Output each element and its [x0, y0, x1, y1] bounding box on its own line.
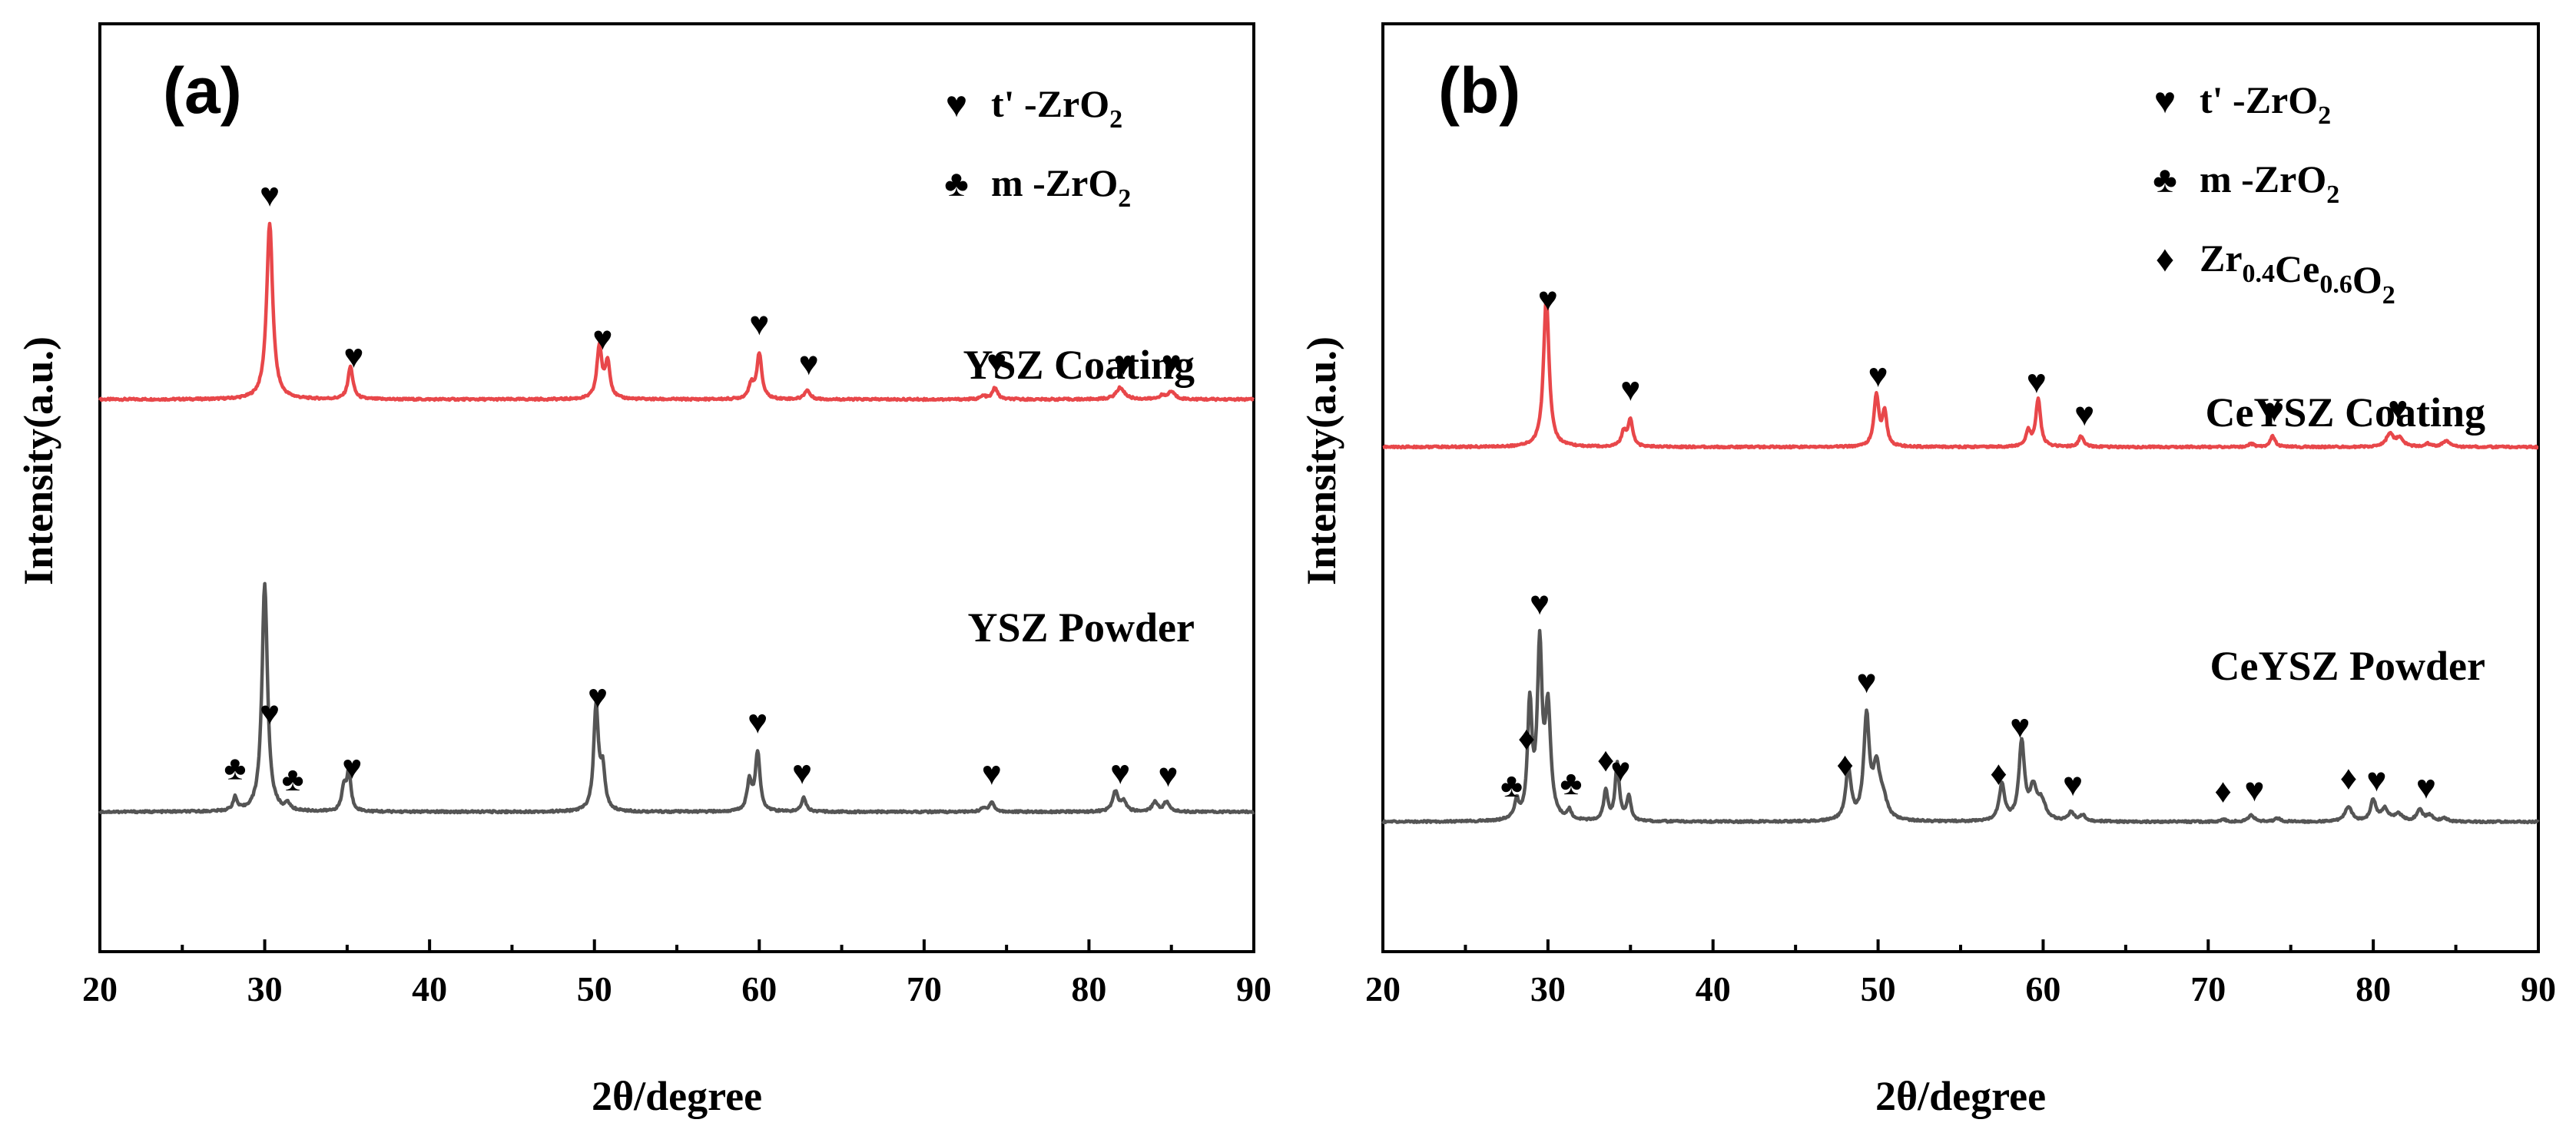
legend-text-part: t' -ZrO [2200, 78, 2318, 121]
x-tick-label: 60 [741, 969, 777, 1008]
x-tick-label: 30 [1530, 969, 1566, 1008]
legend-marker: ♣ [2153, 160, 2177, 200]
peak-marker: ♦ [2214, 773, 2231, 810]
peak-marker: ♦ [1597, 741, 1614, 779]
peak-marker: ♦ [1990, 754, 2007, 792]
legend-label: m -ZrO2 [2200, 157, 2339, 209]
series-line [98, 221, 1255, 402]
legend-subscript: 0.4 [2243, 260, 2276, 288]
peak-marker: ♥ [592, 320, 612, 357]
peak-marker: ♥ [1162, 344, 1182, 382]
x-tick-label: 50 [577, 969, 612, 1008]
peak-marker: ♥ [1110, 754, 1130, 792]
peak-marker: ♥ [2264, 392, 2284, 429]
peak-marker: ♥ [1113, 344, 1133, 382]
legend-label: t' -ZrO2 [2200, 78, 2331, 130]
panel-label: (a) [163, 55, 242, 127]
peak-marker: ♦ [1518, 720, 1535, 757]
panel-b-chart: 20 30 40 50 60 70 80 90 2θ/degree Intensity(a.u.)… [1298, 22, 2556, 1119]
peak-marker: ♥ [343, 338, 363, 376]
peak-marker: ♥ [1856, 663, 1876, 700]
series-line [1381, 296, 2540, 450]
peak-marker: ♥ [2244, 771, 2264, 809]
series-label: CeYSZ Powder [2210, 643, 2485, 689]
x-tick-label: 80 [1071, 969, 1106, 1008]
peak-marker: ♥ [260, 176, 280, 214]
peak-marker: ♥ [749, 305, 769, 343]
peak-marker: ♥ [1530, 585, 1550, 622]
peak-marker: ♥ [2010, 707, 2030, 745]
x-tick-label: 70 [907, 969, 942, 1008]
peak-marker: ♣ [282, 760, 304, 798]
y-axis-title: Intensity(a.u.) [15, 336, 61, 585]
legend-text-part: m -ZrO [991, 161, 1118, 204]
peak-marker: ♥ [2366, 761, 2386, 799]
panel-label: (b) [1438, 55, 1520, 127]
peak-marker: ♦ [1836, 746, 1853, 783]
peak-marker: ♥ [1620, 370, 1640, 408]
legend-marker: ♦ [2156, 239, 2175, 280]
x-tick-label: 70 [2190, 969, 2226, 1008]
peak-marker: ♣ [1560, 764, 1582, 802]
peak-marker: ♥ [799, 345, 819, 383]
legend-text-part: Zr [2200, 237, 2243, 280]
plot-frame [1381, 22, 2540, 953]
peak-marker: ♥ [1538, 280, 1558, 318]
legend-label: m -ZrO2 [991, 161, 1131, 213]
peak-marker: ♣ [1500, 767, 1523, 804]
x-tick-label: 50 [1861, 969, 1896, 1008]
series-line [98, 581, 1255, 815]
legend-subscript: 2 [1109, 105, 1122, 134]
peak-marker: ♥ [2416, 768, 2436, 806]
peak-marker: ♦ [2340, 760, 2357, 797]
x-tick-label: 60 [2025, 969, 2060, 1008]
series-label: YSZ Powder [968, 604, 1195, 651]
peak-marker: ♥ [2074, 396, 2094, 433]
x-tick-label: 30 [247, 969, 283, 1008]
peak-marker: ♥ [986, 343, 1006, 381]
x-tick-label: 40 [412, 969, 447, 1008]
peak-marker: ♥ [792, 754, 812, 792]
legend-marker: ♥ [946, 84, 968, 125]
legend-subscript: 0.6 [2319, 270, 2352, 299]
legend-text-part: t' -ZrO [991, 82, 1109, 125]
x-tick-label: 80 [2356, 969, 2391, 1008]
x-tick-label: 20 [82, 969, 118, 1008]
peak-marker: ♥ [588, 677, 608, 715]
legend-marker: ♥ [2154, 81, 2177, 121]
peak-marker: ♥ [2388, 389, 2408, 427]
x-axis-title: 2θ/degree [592, 1073, 762, 1119]
legend-subscript: 2 [2326, 181, 2339, 209]
legend-text-part: Ce [2275, 247, 2319, 290]
legend-text-part: m -ZrO [2200, 157, 2326, 200]
x-tick-label: 90 [2521, 969, 2556, 1008]
series-label: YSZ Coating [963, 342, 1195, 388]
peak-marker: ♥ [1868, 356, 1888, 394]
legend-marker: ♣ [944, 164, 969, 204]
x-tick-label: 20 [1365, 969, 1401, 1008]
legend-label: Zr0.4Ce0.6O2 [2200, 237, 2395, 310]
y-axis-title: Intensity(a.u.) [1298, 336, 1344, 585]
legend-subscript: 2 [2318, 101, 2331, 130]
peak-marker: ♥ [342, 749, 362, 787]
peak-marker: ♥ [982, 755, 1002, 793]
panel-a-chart: 20 30 40 50 60 70 80 90 2θ/degree Intensity(a.u.)… [15, 22, 1271, 1119]
series-label: CeYSZ Coating [2205, 389, 2485, 436]
legend-subscript: 2 [2382, 281, 2395, 310]
series-line [1381, 628, 2540, 825]
legend-text-part: O [2352, 258, 2382, 301]
peak-marker: ♥ [2063, 766, 2083, 803]
x-tick-label: 40 [1696, 969, 1731, 1008]
legend-label: t' -ZrO2 [991, 82, 1122, 134]
peak-marker: ♥ [1610, 751, 1630, 789]
x-axis-title: 2θ/degree [1875, 1073, 2046, 1119]
peak-marker: ♥ [260, 694, 280, 732]
peak-marker: ♥ [2027, 363, 2047, 401]
legend-subscript: 2 [1118, 184, 1131, 213]
x-tick-label: 90 [1236, 969, 1271, 1008]
peak-marker: ♥ [1158, 757, 1178, 794]
peak-marker: ♥ [748, 703, 767, 740]
peak-marker: ♣ [224, 749, 247, 787]
